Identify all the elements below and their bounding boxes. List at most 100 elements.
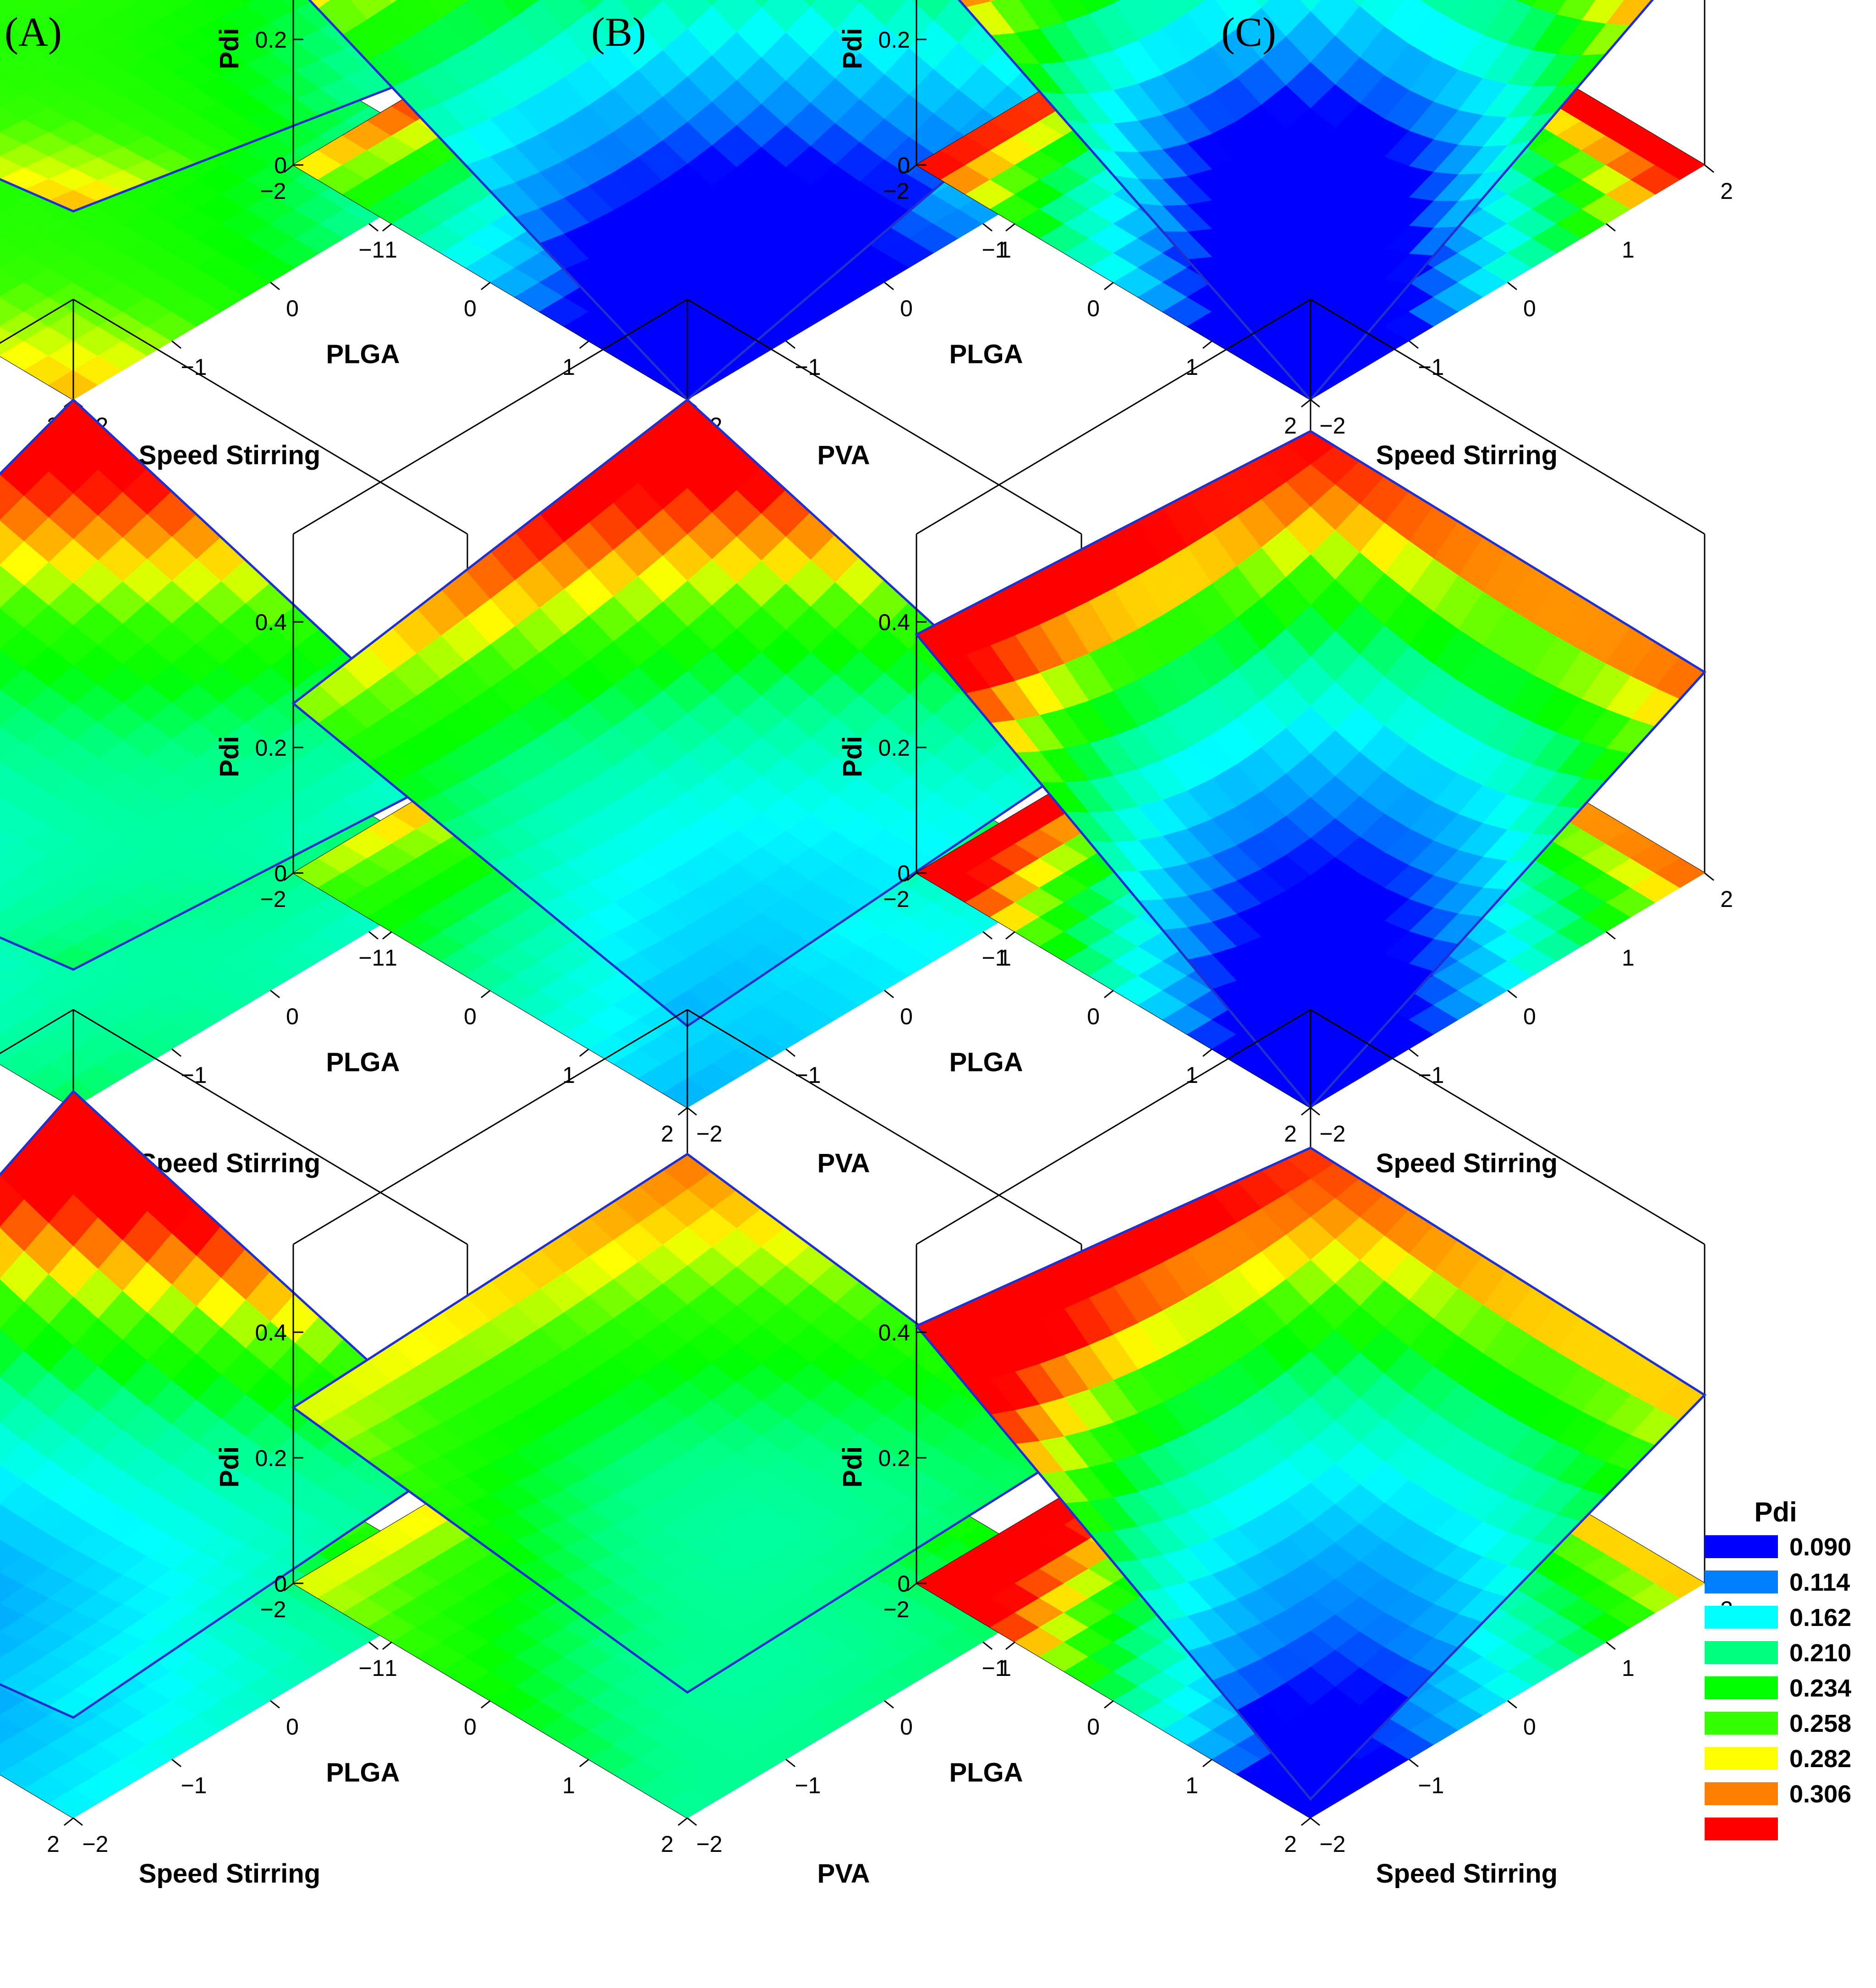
y-tick <box>982 1641 993 1650</box>
panel-4: PLGA=0.000.20.4Pdi−2−1012PVA−2−1012Speed… <box>0 298 496 1178</box>
y-tick-label: −1 <box>795 1062 821 1088</box>
y-tick <box>1704 872 1714 881</box>
x-tick <box>64 1817 74 1826</box>
y-tick-label: −2 <box>696 1831 722 1857</box>
y-tick <box>171 340 181 349</box>
x-tick <box>1104 281 1114 291</box>
x-tick <box>481 1700 491 1709</box>
y-tick <box>687 1107 697 1116</box>
y-tick <box>368 1641 378 1650</box>
panels: PLGA=−1.000.20.4Pdi−2−1012PVA−2−1012Spee… <box>0 0 1733 1889</box>
x-tick-label: 0 <box>1087 1004 1100 1029</box>
x-tick <box>907 164 917 173</box>
box-edge <box>916 298 1311 535</box>
panel-7: PLGA=1.000.20.4Pdi−2−1012PVA−2−1012Speed… <box>0 1009 496 1889</box>
y-tick <box>270 281 280 291</box>
y-tick <box>1507 281 1517 291</box>
z-tick-label: 0.4 <box>878 610 910 635</box>
y-axis: −2−1012PVA <box>687 164 1110 470</box>
y-axis-label: PVA <box>817 1148 870 1178</box>
box-edge <box>0 298 74 344</box>
y-tick <box>982 223 993 232</box>
x-tick-label: 2 <box>661 1831 674 1857</box>
z-tick-label: 0 <box>274 1571 287 1597</box>
x-tick-label: 1 <box>562 1773 575 1798</box>
x-axis: −2−1012PVA <box>47 1817 74 1857</box>
y-axis-label: PVA <box>817 440 870 470</box>
response-surface <box>293 1153 1082 1693</box>
y-axis-label: Speed Stirring <box>139 1148 320 1178</box>
z-tick-label: 0.2 <box>878 27 910 53</box>
y-axis: −2−1012PVA <box>687 1582 1110 1889</box>
x-tick <box>1104 989 1114 999</box>
y-tick-label: 1 <box>1622 237 1635 263</box>
y-tick <box>982 931 993 940</box>
y-tick-label: 1 <box>384 237 397 263</box>
box-edge <box>73 298 468 535</box>
x-tick-label: −1 <box>982 237 1008 263</box>
y-tick <box>1310 399 1320 408</box>
x-tick <box>481 281 491 291</box>
panel-9: PVA=1.000.20.4Pdi−2−1012PLGA−2−1012Speed… <box>838 1009 1733 1889</box>
y-tick <box>171 1758 181 1768</box>
box-edge <box>1310 298 1705 535</box>
box-edge <box>1310 1009 1705 1245</box>
x-tick <box>284 1582 294 1592</box>
box-edge <box>293 1009 688 1245</box>
y-tick <box>1704 164 1714 173</box>
x-axis: −2 −1 0 1 2 PLGA <box>260 872 688 1147</box>
x-tick-label: −2 <box>883 178 909 204</box>
box-edge <box>916 1009 1311 1245</box>
x-tick <box>481 989 491 999</box>
panel-1: PLGA=−1.000.20.4Pdi−2−1012PVA−2−1012Spee… <box>0 0 496 470</box>
x-tick-label: 0 <box>1087 296 1100 321</box>
y-tick <box>1606 223 1616 232</box>
y-tick-label: −2 <box>1319 1121 1345 1147</box>
x-tick <box>1005 223 1015 232</box>
y-tick <box>687 1817 697 1826</box>
x-tick <box>1301 1107 1311 1116</box>
x-tick-label: 2 <box>1284 413 1297 439</box>
panel-5: Speed Stirring=0.000.20.4Pdi−2−1012PLGA−… <box>214 298 1110 1178</box>
y-tick <box>73 1817 83 1826</box>
y-tick-label: 1 <box>384 945 397 971</box>
surface-cell <box>1111 0 1121 4</box>
y-tick-label: 1 <box>998 945 1011 971</box>
x-axis-label: PLGA <box>326 1757 400 1787</box>
z-tick-label: 0.4 <box>878 1320 910 1345</box>
y-axis-label: Speed Stirring <box>1376 440 1558 470</box>
panel-3: PVA=−1.000.20.4Pdi−2−1012PLGA−2−1012Spee… <box>838 0 1733 470</box>
x-axis-label: PLGA <box>949 339 1023 369</box>
y-tick <box>270 1700 280 1709</box>
box-edge <box>73 1009 468 1245</box>
z-tick-label: 0 <box>897 861 910 886</box>
surface-cell <box>240 0 254 5</box>
y-tick-label: 1 <box>998 1655 1011 1681</box>
x-tick-label: 0 <box>464 1714 477 1740</box>
response-surface <box>0 1091 468 1718</box>
x-tick-label: 1 <box>562 1062 575 1088</box>
y-tick <box>884 989 894 999</box>
z-tick-label: 0.4 <box>255 1320 287 1345</box>
z-tick-label: 0 <box>274 153 287 178</box>
z-tick-label: 0 <box>897 153 910 178</box>
y-tick-label: −1 <box>1418 1062 1444 1088</box>
y-tick-label: −1 <box>181 1062 207 1088</box>
x-tick <box>382 1641 392 1650</box>
x-tick <box>284 872 294 881</box>
x-tick <box>579 1758 589 1768</box>
y-tick <box>1606 931 1616 940</box>
y-tick <box>785 1048 795 1057</box>
y-axis-label: Speed Stirring <box>139 440 320 470</box>
y-tick-label: 0 <box>900 296 913 321</box>
x-tick-label: −2 <box>260 178 286 204</box>
y-tick-label: 0 <box>1523 296 1536 321</box>
x-tick-label: 2 <box>661 1121 674 1147</box>
z-axis-label: Pdi <box>214 1446 244 1488</box>
y-axis-label: Speed Stirring <box>1376 1148 1558 1178</box>
